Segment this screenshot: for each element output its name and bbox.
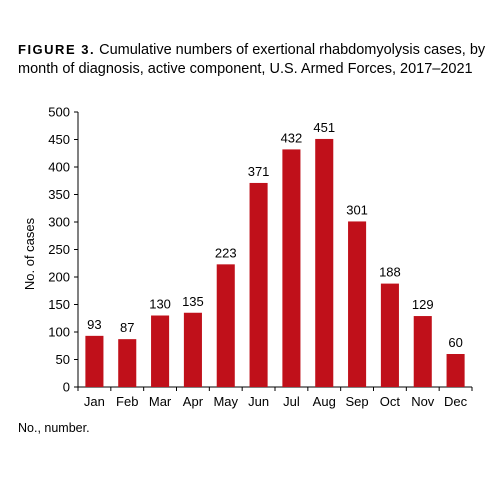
footnote: No., number.: [18, 421, 90, 435]
data-label-dec: 60: [448, 335, 462, 350]
x-tick-label-jul: Jul: [283, 394, 300, 409]
x-tick-label-mar: Mar: [149, 394, 172, 409]
bar-apr: [183, 312, 202, 387]
bar-jun: [249, 182, 268, 387]
data-label-jun: 371: [248, 164, 270, 179]
bar-nov: [413, 316, 432, 387]
data-label-mar: 130: [149, 297, 171, 312]
y-tick-label: 500: [48, 105, 70, 120]
y-axis-title: No. of cases: [22, 217, 37, 290]
x-tick-label-may: May: [213, 394, 238, 409]
figure-label: FIGURE 3.: [18, 42, 96, 57]
y-tick-label: 350: [48, 187, 70, 202]
y-tick-label: 200: [48, 270, 70, 285]
x-tick-label-aug: Aug: [313, 394, 336, 409]
y-tick-label: 400: [48, 160, 70, 175]
bar-feb: [118, 339, 137, 387]
x-tick-label-apr: Apr: [183, 394, 204, 409]
x-tick-label-feb: Feb: [116, 394, 138, 409]
data-label-oct: 188: [379, 265, 401, 280]
data-label-jan: 93: [87, 317, 101, 332]
data-label-aug: 451: [313, 120, 335, 135]
data-label-feb: 87: [120, 320, 134, 335]
plot-area: 0 50 100 150 200 250 300 350 400 450 500 93 Jan 87 Feb…: [48, 105, 473, 409]
y-tick-label: 250: [48, 242, 70, 257]
y-tick-label: 450: [48, 132, 70, 147]
x-tick-label-sep: Sep: [346, 394, 369, 409]
data-label-nov: 129: [412, 297, 434, 312]
figure-caption: FIGURE 3. Cumulative numbers of exertion…: [18, 40, 490, 79]
bar-oct: [380, 283, 399, 387]
y-tick-label: 150: [48, 297, 70, 312]
y-tick-label: 50: [56, 352, 70, 367]
y-tick-label: 300: [48, 215, 70, 230]
y-tick-label: 100: [48, 325, 70, 340]
bar-sep: [348, 221, 367, 387]
y-tick-label: 0: [63, 380, 70, 395]
bar-mar: [151, 315, 170, 387]
bar-jul: [282, 149, 301, 387]
bar-dec: [446, 354, 465, 387]
bar-aug: [315, 138, 334, 387]
data-label-may: 223: [215, 245, 237, 260]
x-tick-label-jan: Jan: [84, 394, 105, 409]
x-tick-label-jun: Jun: [248, 394, 269, 409]
x-tick-label-oct: Oct: [380, 394, 401, 409]
data-label-apr: 135: [182, 294, 204, 309]
bar-may: [216, 264, 235, 387]
bar-jan: [85, 335, 104, 387]
x-tick-label-dec: Dec: [444, 394, 468, 409]
data-label-sep: 301: [346, 202, 368, 217]
data-label-jul: 432: [281, 130, 303, 145]
figure-caption-text: Cumulative numbers of exertional rhabdom…: [18, 42, 486, 77]
x-tick-label-nov: Nov: [411, 394, 435, 409]
